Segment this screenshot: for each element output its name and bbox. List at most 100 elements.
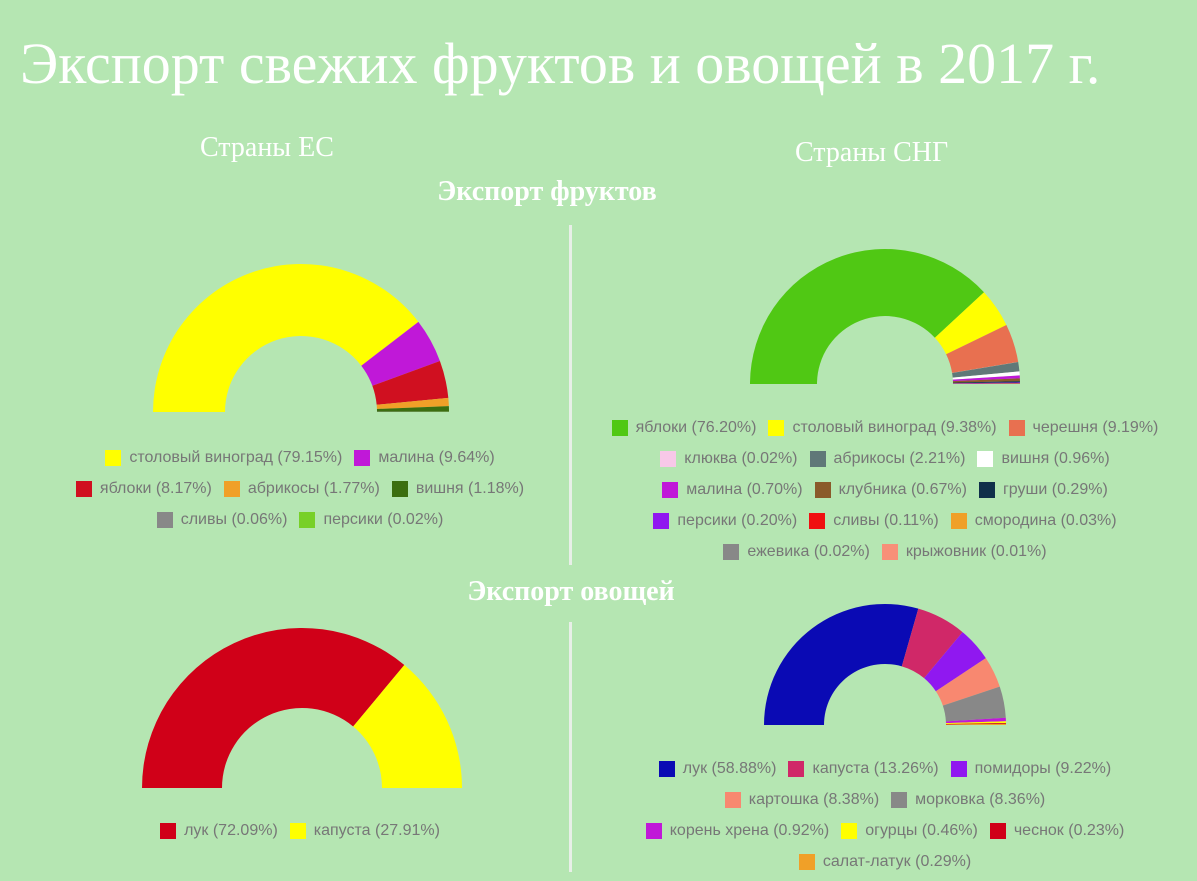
legend-swatch bbox=[223, 480, 240, 497]
legend-swatch bbox=[299, 511, 316, 528]
slice-1-4 bbox=[952, 362, 1020, 378]
slice-1-7 bbox=[952, 378, 1020, 383]
slice-3-6 bbox=[945, 721, 1006, 725]
slice-1-5 bbox=[952, 371, 1020, 380]
slice-3-1 bbox=[901, 608, 963, 679]
legend-row: лук (58.88%) капуста (13.26%) помидоры (9.… bbox=[653, 753, 1117, 784]
legend-item: груши (0.29%) bbox=[978, 480, 1108, 499]
legend-swatch bbox=[788, 760, 805, 777]
legend-label: яблоки (76.20%) bbox=[635, 418, 757, 436]
slice-3-8 bbox=[945, 723, 1006, 725]
legend-label: персики (0.20%) bbox=[677, 511, 798, 529]
legend-swatch bbox=[391, 480, 408, 497]
slice-3-3 bbox=[935, 658, 1000, 706]
section-title-fruits: Экспорт фруктов bbox=[437, 176, 657, 207]
legend-label: салат-латук (0.29%) bbox=[822, 852, 972, 870]
legend-label: смородина (0.03%) bbox=[974, 511, 1117, 529]
legend-label: черешня (9.19%) bbox=[1032, 418, 1159, 436]
legend-swatch bbox=[75, 480, 92, 497]
slice-1-8 bbox=[952, 381, 1020, 384]
legend-item: ежевика (0.02%) bbox=[723, 543, 870, 561]
legend-swatch bbox=[156, 511, 173, 528]
legend-swatch bbox=[1008, 419, 1025, 436]
slice-2-0 bbox=[142, 628, 405, 788]
legend-item: яблоки (76.20%) bbox=[611, 418, 757, 437]
legend-row: яблоки (76.20%) столовый виноград (9.38%)… bbox=[606, 412, 1165, 443]
legend-swatch bbox=[645, 822, 662, 839]
legend-row: корень хрена (0.92%) огурцы (0.46%) чеснок… bbox=[640, 815, 1131, 846]
legend-label: помидоры (9.22%) bbox=[974, 759, 1112, 777]
legend-label: капуста (27.91%) bbox=[313, 821, 440, 839]
legend-row: столовый виноград (79.15%) малина (9.64%) bbox=[99, 442, 500, 473]
legend-item: смородина (0.03%) bbox=[950, 511, 1117, 530]
section-title-vegetables: Экспорт овощей bbox=[467, 576, 675, 607]
legend-item: персики (0.20%) bbox=[653, 512, 797, 530]
legend-label: груши (0.29%) bbox=[1002, 480, 1108, 498]
legend-item: корень хрена (0.92%) bbox=[645, 822, 829, 840]
legend-item: помидоры (9.22%) bbox=[950, 759, 1112, 778]
legend-item: капуста (27.91%) bbox=[289, 821, 440, 840]
slice-1-9 bbox=[952, 382, 1020, 384]
legend-label: огурцы (0.46%) bbox=[865, 821, 978, 839]
eu-fruits-legend: столовый виноград (79.15%) малина (9.64%)… bbox=[40, 442, 560, 535]
legend-item: лук (72.09%) bbox=[160, 822, 278, 840]
eu-fruits-chart bbox=[153, 264, 449, 412]
legend-swatch bbox=[724, 791, 741, 808]
cis-fruits-chart bbox=[750, 249, 1020, 384]
legend-swatch bbox=[611, 419, 628, 436]
legend-label: вишня (0.96%) bbox=[1001, 449, 1110, 467]
eu-vegetables-legend: лук (72.09%) капуста (27.91%) bbox=[40, 815, 560, 846]
legend-label: лук (72.09%) bbox=[184, 821, 278, 839]
legend-item: персики (0.02%) bbox=[299, 511, 443, 529]
slice-3-2 bbox=[924, 632, 986, 692]
legend-swatch bbox=[798, 853, 815, 870]
legend-row: ежевика (0.02%) крыжовник (0.01%) bbox=[717, 536, 1052, 567]
legend-item: лук (58.88%) bbox=[658, 760, 776, 778]
legend-label: абрикосы (1.77%) bbox=[247, 479, 380, 497]
legend-item: морковка (8.36%) bbox=[891, 791, 1045, 809]
legend-swatch bbox=[841, 822, 858, 839]
slice-0-3 bbox=[376, 397, 449, 409]
slice-3-5 bbox=[945, 717, 1006, 724]
legend-item: столовый виноград (79.15%) bbox=[105, 449, 342, 467]
legend-item: салат-латук (0.29%) bbox=[798, 852, 972, 871]
legend-swatch bbox=[950, 512, 967, 529]
slice-1-0 bbox=[750, 249, 985, 384]
legend-swatch bbox=[977, 450, 994, 467]
legend-item: сливы (0.11%) bbox=[809, 512, 939, 530]
legend-swatch bbox=[891, 791, 908, 808]
column-divider-bottom bbox=[569, 622, 572, 872]
legend-label: малина (9.64%) bbox=[378, 448, 495, 466]
slice-2-1 bbox=[353, 665, 462, 788]
legend-swatch bbox=[660, 450, 677, 467]
legend-swatch bbox=[658, 760, 675, 777]
legend-swatch bbox=[768, 419, 785, 436]
legend-label: клубника (0.67%) bbox=[838, 480, 967, 498]
legend-swatch bbox=[723, 543, 740, 560]
cis-vegetables-legend: лук (58.88%) капуста (13.26%) помидоры (9.… bbox=[580, 753, 1190, 877]
legend-item: яблоки (8.17%) bbox=[75, 480, 212, 498]
legend-swatch bbox=[354, 449, 371, 466]
legend-item: клюква (0.02%) bbox=[660, 450, 798, 468]
legend-item: клубника (0.67%) bbox=[814, 480, 967, 499]
legend-item: малина (0.70%) bbox=[662, 480, 803, 499]
slice-0-1 bbox=[361, 321, 440, 386]
legend-row: малина (0.70%) клубника (0.67%) груши (0.2… bbox=[656, 474, 1114, 505]
slice-1-3 bbox=[952, 361, 1019, 373]
legend-label: вишня (1.18%) bbox=[415, 479, 525, 497]
legend-item: малина (9.64%) bbox=[354, 448, 495, 467]
legend-label: абрикосы (2.21%) bbox=[833, 449, 966, 467]
eu-vegetables-chart bbox=[142, 628, 462, 788]
legend-item: вишня (1.18%) bbox=[391, 479, 525, 498]
legend-label: малина (0.70%) bbox=[686, 480, 803, 498]
legend-row: сливы (0.06%) персики (0.02%) bbox=[151, 504, 450, 535]
region-label-cis: Страны СНГ bbox=[795, 137, 949, 168]
slice-0-4 bbox=[376, 406, 449, 412]
legend-label: сливы (0.06%) bbox=[180, 510, 288, 528]
legend-item: вишня (0.96%) bbox=[977, 449, 1110, 468]
legend-item: капуста (13.26%) bbox=[788, 760, 939, 778]
legend-swatch bbox=[814, 481, 831, 498]
legend-item: абрикосы (1.77%) bbox=[223, 479, 380, 498]
slice-3-0 bbox=[764, 604, 919, 725]
legend-swatch bbox=[809, 512, 826, 529]
